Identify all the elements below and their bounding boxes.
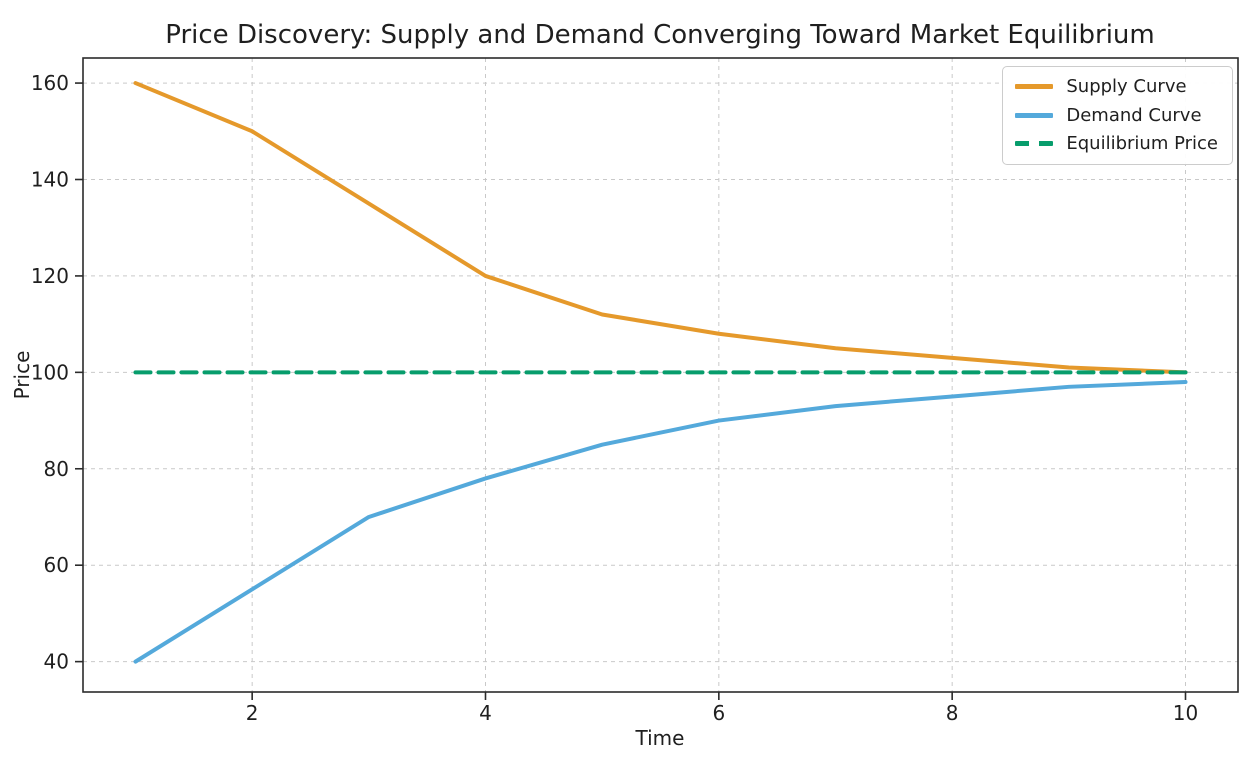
supply-curve-line: [133, 81, 1188, 375]
x-axis-label: Time: [635, 726, 685, 750]
legend-swatch: [1015, 112, 1054, 118]
y-tick-label: 80: [44, 457, 69, 481]
demand-curve-line: [133, 379, 1188, 664]
x-tick-label: 4: [479, 701, 492, 725]
legend-swatch: [1015, 84, 1054, 90]
legend-item-supply-curve: Supply Curve: [1015, 76, 1218, 98]
y-axis-label: Price: [10, 350, 34, 400]
x-tick-label: 2: [246, 701, 259, 725]
x-tick-label: 8: [946, 701, 959, 725]
axes-frame: [82, 57, 1239, 693]
y-tick-label: 40: [44, 650, 69, 674]
legend-item-demand-curve: Demand Curve: [1015, 105, 1218, 127]
legend-label: Supply Curve: [1066, 76, 1187, 97]
x-tick-label: 10: [1173, 701, 1198, 725]
legend-item-equilibrium-price: Equilibrium Price: [1015, 133, 1218, 155]
y-tick-label: 60: [44, 553, 69, 577]
y-tick-label: 100: [31, 360, 69, 384]
y-tick-label: 120: [31, 264, 69, 288]
chart-title: Price Discovery: Supply and Demand Conve…: [165, 20, 1155, 50]
legend-swatch: [1015, 141, 1054, 147]
x-tick-label: 6: [712, 701, 725, 725]
y-tick-label: 160: [31, 71, 69, 95]
legend: Supply Curve Demand Curve Equilibrium Pric…: [1002, 66, 1233, 165]
legend-label: Equilibrium Price: [1066, 133, 1218, 155]
y-tick-label: 140: [31, 167, 69, 191]
legend-label: Demand Curve: [1066, 104, 1202, 126]
